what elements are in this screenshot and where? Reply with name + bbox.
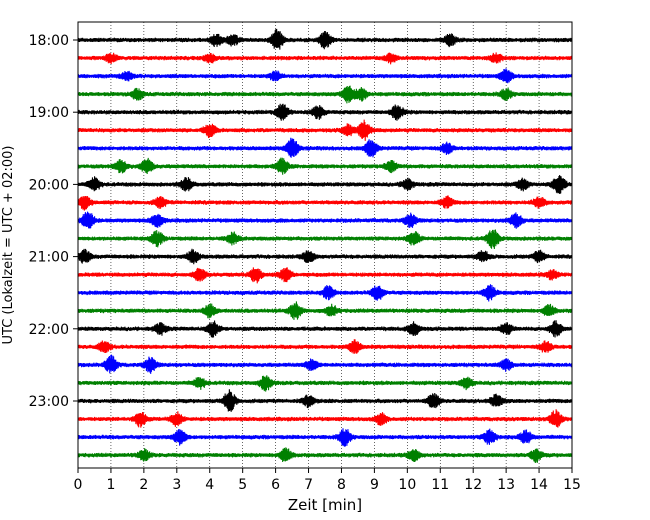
trace-1930 (77, 137, 573, 158)
trace-1800 (77, 28, 573, 50)
x-axis-label: Zeit [min] (288, 496, 362, 514)
x-tick-label: 12 (464, 477, 482, 493)
y-tick-label: 23:00 (29, 394, 69, 410)
trace-1830 (77, 68, 573, 84)
trace-2200 (77, 320, 573, 338)
trace-2145 (77, 301, 573, 320)
x-tick-label: 9 (370, 477, 379, 493)
trace-2030 (77, 211, 573, 229)
trace-2015 (77, 195, 573, 211)
trace-2115 (77, 267, 573, 284)
trace-2215 (77, 339, 573, 354)
trace-1900 (77, 103, 573, 121)
x-tick-label: 0 (74, 477, 83, 493)
trace-2230 (77, 354, 573, 374)
x-tick-label: 8 (337, 477, 346, 493)
trace-1845 (77, 85, 573, 104)
x-tick-label: 2 (139, 477, 148, 493)
y-tick-label: 22:00 (29, 322, 69, 338)
x-tick-label: 11 (431, 477, 449, 493)
x-axis: 0 1 2 3 4 5 6 7 8 9 10 11 12 13 14 15 (74, 468, 581, 493)
trace-2100 (77, 248, 573, 265)
x-tick-label: 13 (497, 477, 515, 493)
x-tick-label: 6 (271, 477, 280, 493)
y-tick-label: 18:00 (29, 33, 69, 49)
y-tick-label: 21:00 (29, 250, 69, 266)
x-tick-label: 4 (205, 477, 214, 493)
trace-2330 (77, 428, 573, 447)
x-tick-label: 5 (238, 477, 247, 493)
x-tick-label: 1 (106, 477, 115, 493)
x-tick-label: 10 (398, 477, 416, 493)
seismogram-traces (77, 28, 573, 463)
trace-2315 (77, 409, 573, 428)
grid-lines (110, 22, 540, 468)
y-axis: 18:00 19:00 20:00 21:00 22:00 23:00 (29, 33, 78, 410)
trace-2300 (77, 389, 573, 412)
trace-2245 (77, 375, 573, 392)
trace-1945 (77, 157, 573, 175)
trace-2000 (77, 175, 573, 194)
trace-2045 (77, 229, 573, 250)
trace-1915 (77, 119, 573, 141)
x-tick-label: 15 (563, 477, 581, 493)
plot-frame (77, 21, 573, 469)
trace-2130 (77, 284, 573, 302)
trace-1815 (77, 52, 573, 65)
y-axis-label: UTC (Lokalzeit = UTC + 02:00) (1, 146, 16, 345)
y-tick-label: 20:00 (29, 177, 69, 193)
y-tick-label: 19:00 (29, 105, 69, 121)
trace-2345 (77, 447, 573, 463)
x-tick-label: 3 (172, 477, 181, 493)
x-tick-label: 14 (530, 477, 548, 493)
x-tick-label: 7 (304, 477, 313, 493)
